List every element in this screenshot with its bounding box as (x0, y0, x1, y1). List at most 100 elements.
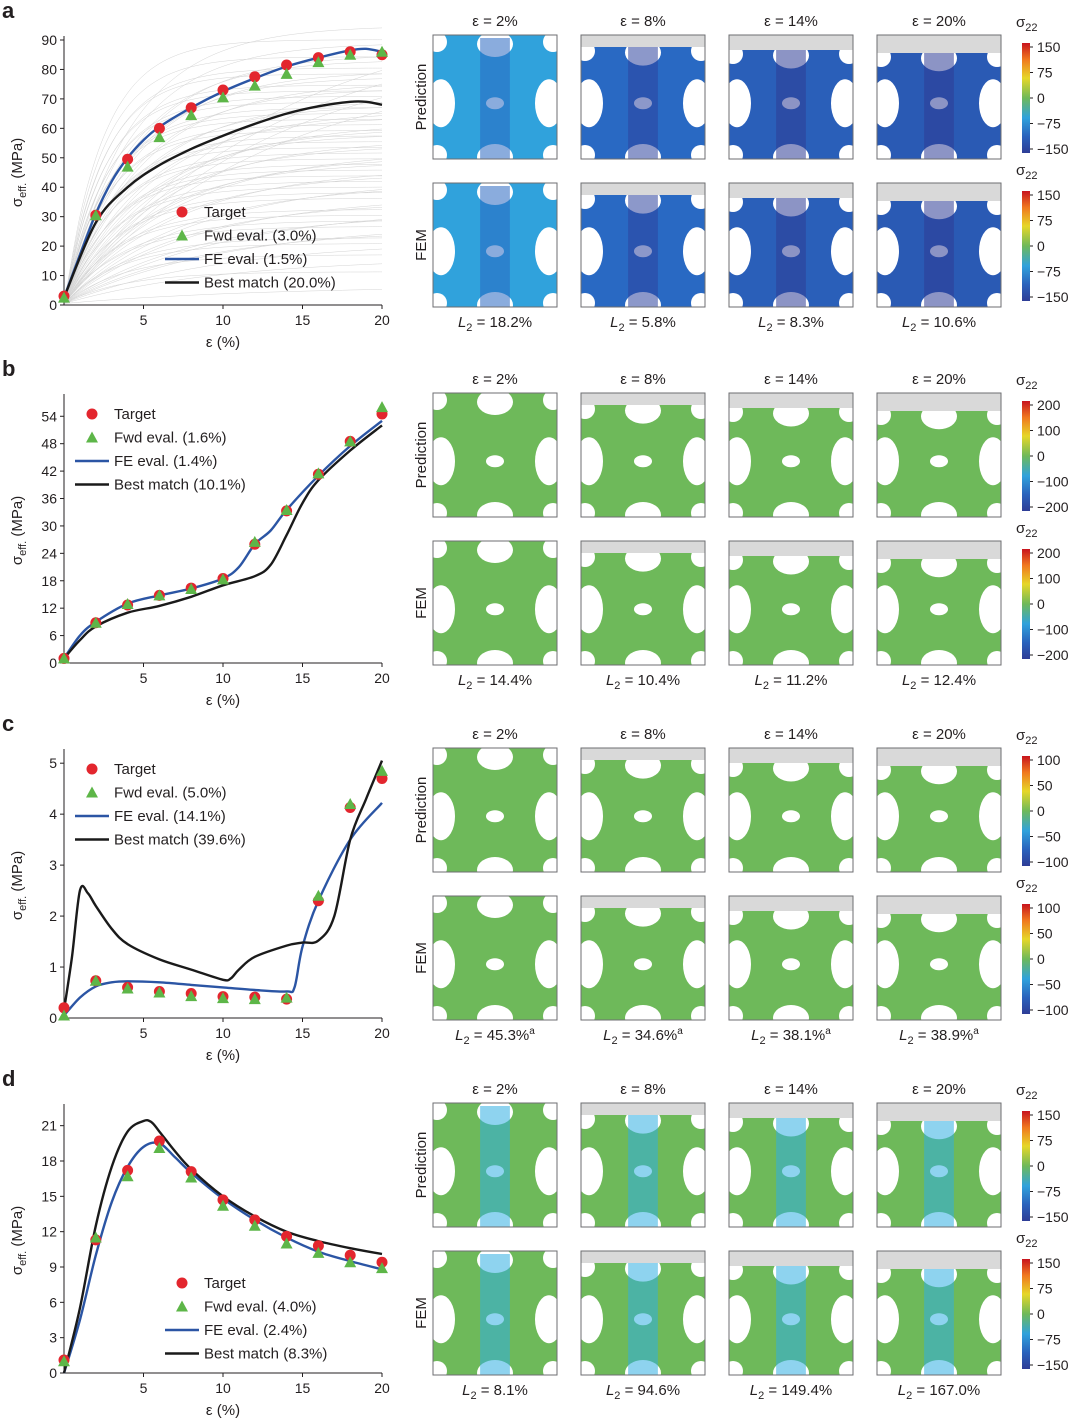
fwd-eval-point (280, 67, 293, 79)
void (477, 537, 513, 564)
void (575, 437, 603, 486)
void (839, 145, 859, 165)
fwd-eval-point (217, 91, 229, 103)
fwd-eval-point (58, 291, 70, 303)
y-tick-label: 3 (49, 1330, 57, 1346)
x-tick-label: 15 (295, 670, 311, 686)
colorbar-tick-label: 150 (1037, 187, 1061, 203)
fwd-eval-point (312, 467, 325, 479)
x-axis-label: ε (%) (206, 1047, 240, 1064)
void (477, 744, 513, 771)
background-curve (63, 191, 383, 304)
void (683, 79, 711, 128)
void (427, 503, 447, 523)
colorbar-title: σ22 (1016, 727, 1038, 747)
void (871, 1361, 891, 1381)
void (979, 1295, 1007, 1344)
target-point (153, 1135, 165, 1147)
target-point (249, 71, 261, 83)
stress-band (776, 50, 806, 159)
stress-map-cell (575, 747, 711, 883)
background-curve (63, 73, 383, 304)
void (575, 651, 595, 671)
cell-frame (580, 1102, 706, 1228)
void (427, 538, 447, 558)
void (543, 858, 563, 878)
compression-plate (729, 183, 853, 198)
stress-map-grid: ε = 2% ε = 8% ε = 14% ε = 20% Prediction FEM σ… (413, 13, 1069, 334)
compression-plate (877, 35, 1001, 53)
void (871, 1213, 891, 1233)
y-tick-label: 9 (49, 1259, 57, 1275)
void (831, 437, 859, 486)
void (839, 293, 859, 313)
void (427, 227, 455, 276)
void (575, 1295, 603, 1344)
compression-plate (581, 183, 705, 195)
stress-map-cell (871, 1102, 1007, 1238)
void (782, 810, 800, 823)
strain-title: ε = 14% (764, 1081, 818, 1098)
fwd-eval-point (376, 764, 388, 776)
stress-strain-chart: 0 10 20 30 40 50 60 70 80 90 5 10 15 20 ε (%) σeff. (MP… (9, 27, 390, 351)
x-axis-label: ε (%) (206, 1402, 240, 1419)
fwd-eval-point (121, 160, 134, 172)
colorbar-tick-label: −50 (1037, 829, 1061, 845)
colorbar-tick-label: −100 (1037, 1002, 1069, 1018)
colorbar (1022, 904, 1030, 1014)
stress-map-cell (723, 182, 859, 318)
void (839, 1213, 859, 1233)
target-point (344, 1249, 356, 1261)
target-point (281, 59, 293, 71)
fwd-eval-point (344, 48, 357, 60)
cell-frame (580, 895, 706, 1021)
fwd-eval-point (312, 889, 325, 901)
stress-map-cell (723, 1102, 859, 1238)
panel-letter: b (2, 356, 16, 381)
void (987, 293, 1007, 313)
void (723, 1213, 743, 1233)
y-tick-label: 15 (41, 1188, 57, 1204)
void (921, 650, 957, 676)
colorbar-tick-label: 0 (1037, 1306, 1045, 1322)
y-tick-label: 10 (41, 268, 57, 284)
stress-map-cell (575, 1102, 711, 1238)
panel-c: c 0 1 2 3 4 5 5 10 15 20 ε (%) σeff. (MPa) Target Fwd… (0, 711, 1080, 1072)
compression-plate (581, 541, 705, 553)
strain-title: ε = 14% (764, 13, 818, 30)
x-tick-label: 5 (140, 1380, 148, 1396)
fwd-eval-point (248, 79, 261, 91)
background-curve (63, 67, 382, 304)
l2-error-label: L2 = 5.8% (610, 314, 676, 334)
stress-band (480, 1106, 510, 1227)
void (427, 1295, 455, 1344)
void (543, 503, 563, 523)
void (691, 1006, 711, 1026)
background-curve (63, 27, 383, 304)
void (477, 892, 513, 919)
colorbar-tick-label: −150 (1037, 1209, 1069, 1225)
colorbar-tick-label: 100 (1037, 752, 1061, 768)
stress-band (480, 186, 510, 307)
fwd-eval-point (280, 991, 293, 1003)
legend-label: Target (114, 761, 157, 778)
fwd-eval-point (280, 503, 293, 515)
compression-plate (877, 183, 1001, 201)
void (575, 940, 603, 989)
best-match-line (62, 760, 384, 1011)
legend: Target Fwd eval. (3.0%) FE eval. (1.5%) Bes… (165, 204, 336, 292)
stress-map-cell (871, 1250, 1007, 1386)
void (839, 858, 859, 878)
compression-plate (877, 393, 1001, 411)
stress-map-cell (871, 34, 1007, 170)
row-label: Prediction (413, 1132, 430, 1199)
void (543, 745, 563, 765)
void (427, 1100, 447, 1120)
colorbar-tick-label: −200 (1037, 499, 1069, 515)
legend-label: Fwd eval. (1.6%) (114, 430, 227, 447)
background-curve (63, 107, 383, 304)
stress-strain-chart: 0 1 2 3 4 5 5 10 15 20 ε (%) σeff. (MPa) Target Fwd e… (9, 749, 390, 1064)
void (575, 792, 603, 841)
colorbar (1022, 401, 1030, 511)
stress-map-grid: ε = 2% ε = 8% ε = 14% ε = 20% Prediction FEM σ… (413, 1081, 1069, 1402)
